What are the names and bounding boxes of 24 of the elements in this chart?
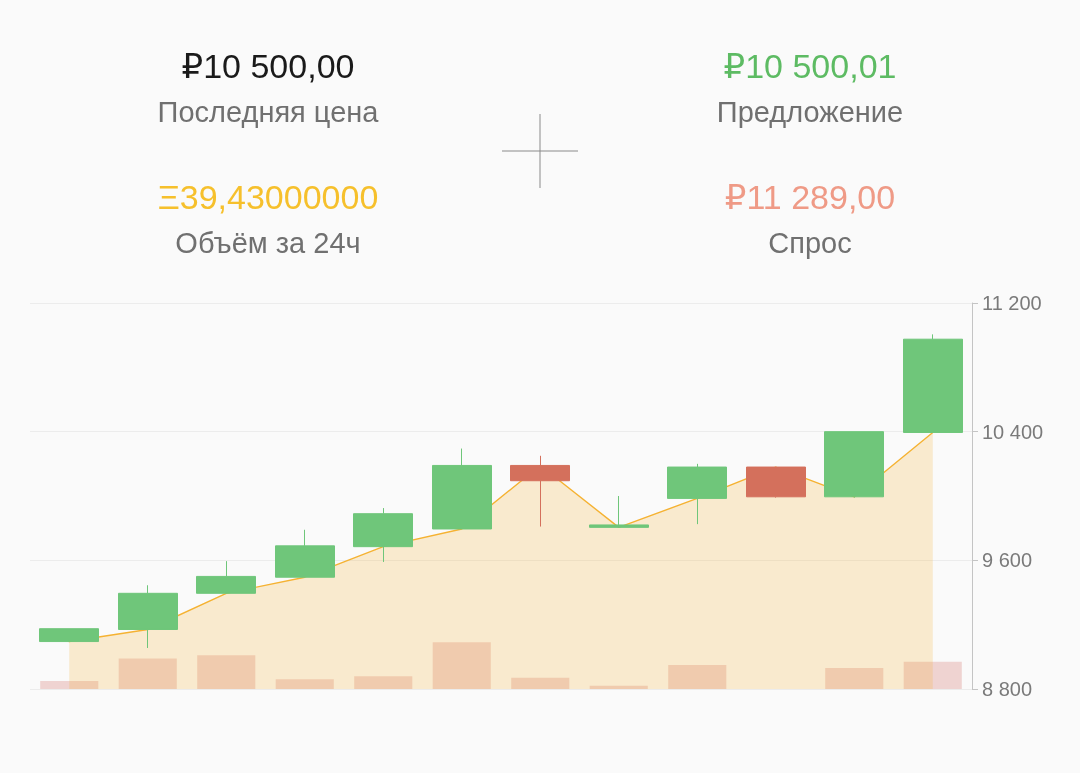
candlestick [196, 560, 256, 594]
candlestick [510, 455, 570, 528]
text: ₽10 500,01 [723, 47, 897, 85]
candlestick [275, 529, 335, 578]
text: ₽10 500,00 [181, 47, 355, 85]
text: Ξ39,43000000 [157, 178, 379, 216]
y-tick-label: 9 600 [982, 549, 1033, 572]
y-tick-label: 10 400 [982, 420, 1044, 443]
category-label: Последняя цена [157, 95, 379, 128]
candlestick [903, 333, 963, 433]
category-label: Спрос [768, 226, 852, 259]
candlestick [432, 448, 492, 530]
y-tick-label: 11 200 [982, 292, 1042, 314]
candlestick [667, 463, 727, 525]
candlestick [824, 431, 884, 499]
y-tick-label: 8 800 [982, 678, 1033, 700]
candlestick [746, 466, 806, 499]
category-label: Предложение [716, 95, 904, 128]
candlestick [353, 507, 413, 563]
category-label: Объём за 24ч [175, 226, 361, 259]
candlestick [589, 495, 649, 528]
text: ₽11 289,00 [724, 178, 896, 216]
candlestick [118, 584, 178, 649]
candlestick [39, 628, 99, 643]
